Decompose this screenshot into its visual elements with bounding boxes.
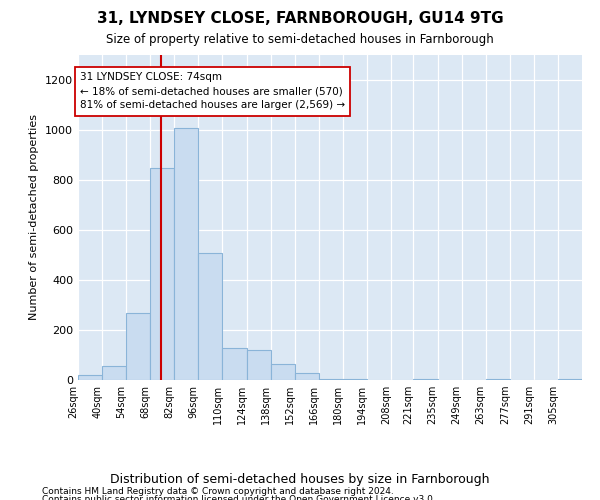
- Y-axis label: Number of semi-detached properties: Number of semi-detached properties: [29, 114, 40, 320]
- Text: Contains public sector information licensed under the Open Government Licence v3: Contains public sector information licen…: [42, 495, 436, 500]
- Bar: [247, 350, 271, 380]
- Text: 31 LYNDSEY CLOSE: 74sqm
← 18% of semi-detached houses are smaller (570)
81% of s: 31 LYNDSEY CLOSE: 74sqm ← 18% of semi-de…: [80, 72, 345, 110]
- Bar: [223, 348, 247, 380]
- Bar: [199, 252, 223, 380]
- Text: Contains HM Land Registry data © Crown copyright and database right 2024.: Contains HM Land Registry data © Crown c…: [42, 488, 394, 496]
- Text: 31, LYNDSEY CLOSE, FARNBOROUGH, GU14 9TG: 31, LYNDSEY CLOSE, FARNBOROUGH, GU14 9TG: [97, 11, 503, 26]
- Bar: [343, 379, 367, 380]
- Bar: [175, 128, 199, 380]
- Bar: [295, 372, 319, 380]
- Bar: [102, 366, 126, 380]
- Text: Distribution of semi-detached houses by size in Farnborough: Distribution of semi-detached houses by …: [110, 472, 490, 486]
- Text: Size of property relative to semi-detached houses in Farnborough: Size of property relative to semi-detach…: [106, 32, 494, 46]
- Bar: [271, 364, 295, 380]
- Bar: [485, 379, 510, 380]
- Bar: [150, 168, 175, 380]
- Bar: [413, 379, 437, 380]
- Bar: [319, 379, 343, 380]
- Bar: [78, 375, 102, 380]
- Bar: [126, 312, 150, 380]
- Bar: [558, 379, 582, 380]
